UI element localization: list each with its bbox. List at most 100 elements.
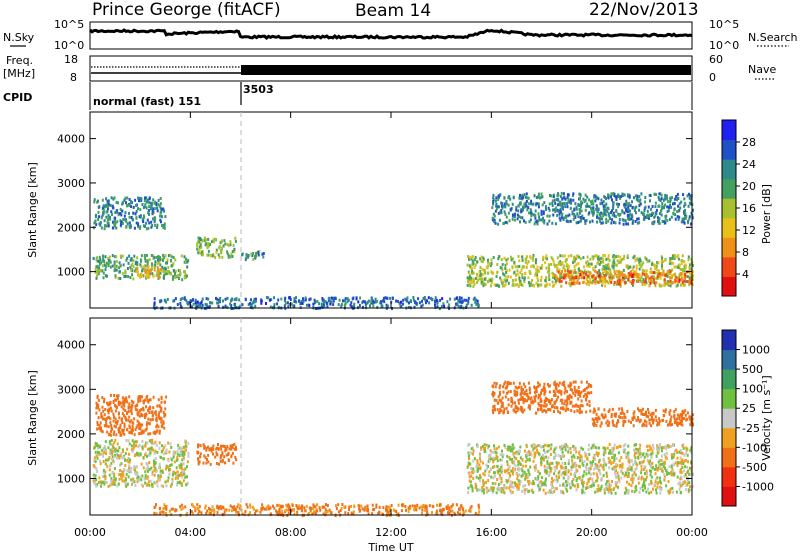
scatter-cell [476,274,479,278]
scatter-cell [108,401,111,405]
scatter-cell [141,413,144,417]
scatter-cell [117,456,120,460]
scatter-cell [142,466,145,470]
scatter-cell [136,424,139,428]
scatter-cell [472,459,475,463]
scatter-cell [110,409,113,413]
scatter-cell [528,489,530,493]
scatter-cell [629,280,632,284]
scatter-cell [578,255,580,259]
scatter-cell [683,277,686,281]
scatter-cell [167,459,170,463]
scatter-cell [618,218,621,221]
scatter-cell [156,266,159,270]
scatter-cell [491,218,494,222]
scatter-cell [498,255,500,259]
scatter-cell [113,222,116,226]
scatter-cell [497,470,500,473]
scatter-cell [581,447,584,451]
scatter-cell [133,269,136,273]
scatter-cell [404,297,407,301]
scatter-cell [636,451,639,455]
scatter-cell [221,255,224,259]
scatter-cell [601,465,604,469]
scatter-cell [99,428,102,432]
scatter-cell [502,490,505,494]
scatter-cell [523,202,526,206]
scatter-cell [594,278,597,282]
scatter-cell [118,456,121,460]
scatter-cell [474,276,477,280]
scatter-cell [674,213,677,217]
scatter-cell [536,276,539,280]
scatter-cell [563,275,566,279]
scatter-cell [501,454,504,458]
scatter-cell [134,469,137,473]
scatter-cell [96,270,99,274]
scatter-cell [102,470,105,474]
scatter-cell [534,477,537,480]
scatter-cell [519,220,521,224]
scatter-cell [558,278,561,282]
scatter-cell [112,446,115,450]
scatter-cell [322,298,325,302]
scatter-cell [651,451,654,455]
scatter-cell [499,487,501,491]
scatter-cell [619,412,622,415]
scatter-cell [102,452,104,456]
scatter-cell [546,222,549,226]
scatter-cell [118,446,121,450]
scatter-cell [590,207,593,211]
scatter-cell [654,472,657,476]
scatter-cell [675,276,678,280]
scatter-cell [562,192,565,196]
scatter-cell [611,218,614,222]
scatter-cell [104,407,107,411]
scatter-cell [611,450,614,454]
scatter-cell [418,301,421,305]
scatter-cell [119,223,122,227]
scatter-cell [379,301,382,305]
scatter-cell [628,218,631,221]
scatter-cell [469,472,472,476]
scatter-cell [506,262,508,266]
scatter-cell [548,275,551,279]
scatter-cell [594,199,597,203]
scatter-cell [511,472,514,476]
scatter-cell [583,470,586,474]
scatter-cell [158,260,161,264]
scatter-cell [421,299,423,303]
scatter-cell [679,449,682,452]
scatter-cell [108,456,111,459]
scatter-cell [302,297,304,301]
scatter-cell [644,486,647,490]
scatter-cell [492,193,495,197]
scatter-cell [573,278,576,282]
scatter-cell [214,237,217,241]
scatter-cell [585,462,588,466]
scatter-cell [95,467,98,471]
scatter-cell [518,473,521,477]
scatter-cell [109,433,112,437]
scatter-cell [620,195,623,198]
scatter-cell [476,469,479,473]
scatter-cell [555,487,558,491]
scatter-cell [569,198,572,202]
scatter-cell [609,275,612,279]
scatter-cell [566,483,568,487]
scatter-cell [212,238,215,242]
scatter-cell [678,450,681,454]
scatter-cell [111,204,114,208]
scatter-cell [176,470,179,474]
scatter-cell [500,480,503,484]
scatter-cell [161,444,163,448]
scatter-cell [664,197,667,201]
scatter-cell [136,419,139,423]
scatter-cell [234,236,237,240]
scatter-cell [528,458,531,462]
scatter-cell [643,465,646,469]
scatter-cell [151,440,154,444]
scatter-cell [682,218,685,222]
scatter-cell [497,222,500,226]
scatter-cell [688,466,691,470]
